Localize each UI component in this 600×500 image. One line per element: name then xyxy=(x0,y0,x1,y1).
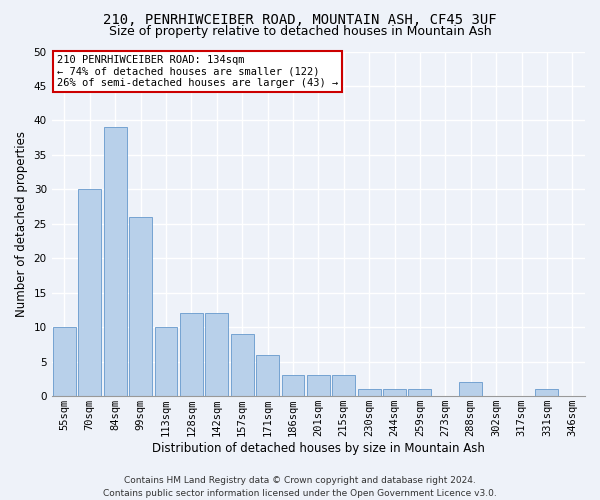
Bar xyxy=(129,217,152,396)
Bar xyxy=(358,390,380,396)
Bar xyxy=(409,390,431,396)
Bar xyxy=(256,355,279,396)
Bar xyxy=(180,314,203,396)
Bar xyxy=(332,376,355,396)
X-axis label: Distribution of detached houses by size in Mountain Ash: Distribution of detached houses by size … xyxy=(152,442,485,455)
Bar xyxy=(383,390,406,396)
Bar xyxy=(231,334,254,396)
Text: 210, PENRHIWCEIBER ROAD, MOUNTAIN ASH, CF45 3UF: 210, PENRHIWCEIBER ROAD, MOUNTAIN ASH, C… xyxy=(103,12,497,26)
Bar xyxy=(79,190,101,396)
Bar xyxy=(281,376,304,396)
Bar xyxy=(205,314,228,396)
Text: Contains HM Land Registry data © Crown copyright and database right 2024.
Contai: Contains HM Land Registry data © Crown c… xyxy=(103,476,497,498)
Bar xyxy=(155,327,178,396)
Bar xyxy=(307,376,330,396)
Bar xyxy=(104,128,127,396)
Bar xyxy=(459,382,482,396)
Y-axis label: Number of detached properties: Number of detached properties xyxy=(15,131,28,317)
Text: Size of property relative to detached houses in Mountain Ash: Size of property relative to detached ho… xyxy=(109,25,491,38)
Bar xyxy=(535,390,559,396)
Text: 210 PENRHIWCEIBER ROAD: 134sqm
← 74% of detached houses are smaller (122)
26% of: 210 PENRHIWCEIBER ROAD: 134sqm ← 74% of … xyxy=(57,55,338,88)
Bar xyxy=(53,327,76,396)
